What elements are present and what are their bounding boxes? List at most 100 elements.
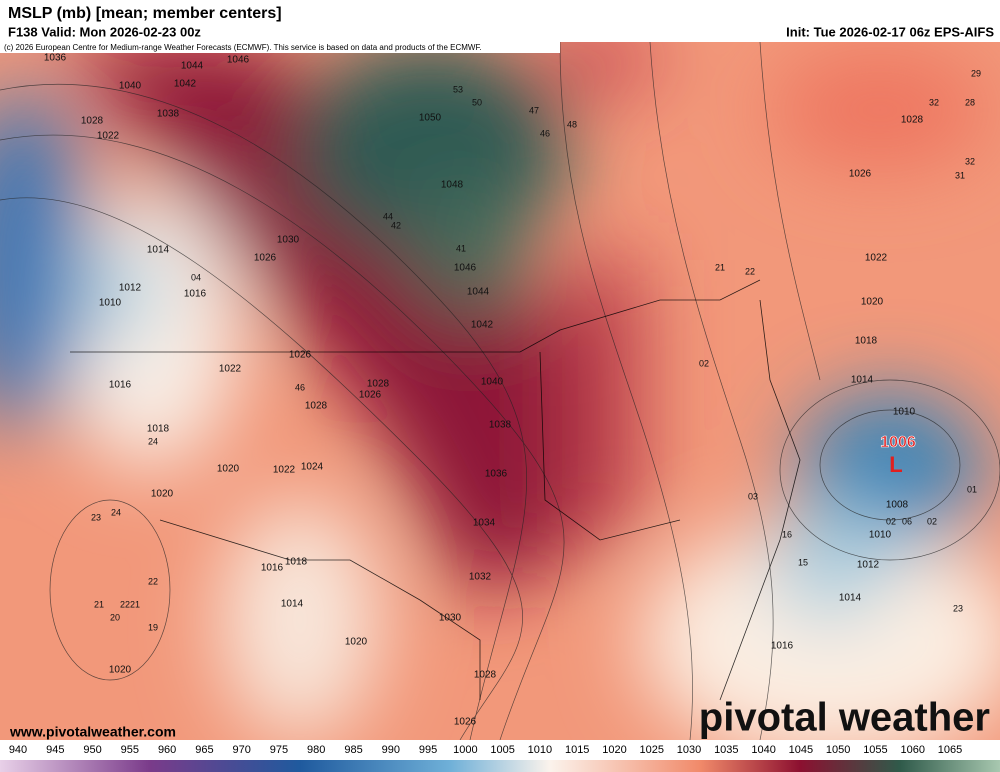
- isobar-label: 1008: [886, 500, 909, 511]
- colorbar-label: 985: [344, 744, 362, 756]
- member-center: 23: [91, 512, 101, 522]
- isobar-label: 1016: [184, 289, 207, 300]
- isobar-label: 1028: [81, 116, 104, 127]
- isobar-label: 1044: [467, 287, 490, 298]
- isobar-label: 1014: [281, 599, 304, 610]
- member-center: 21: [94, 599, 104, 609]
- colorbar-label: 1020: [602, 744, 626, 756]
- isobar-label: 1016: [771, 641, 794, 652]
- isobar-label: 1020: [109, 665, 132, 676]
- isobar-label: 1028: [305, 401, 328, 412]
- isobar-label: 1032: [469, 572, 492, 583]
- member-center: 48: [567, 119, 577, 129]
- isobar-label: 1046: [454, 263, 477, 274]
- colorbar-label: 1065: [938, 744, 962, 756]
- member-center: 42: [391, 220, 401, 230]
- member-center: 24: [111, 507, 121, 517]
- colorbar-label: 950: [83, 744, 101, 756]
- isobar-label: 1038: [157, 109, 180, 120]
- member-center: 47: [529, 105, 539, 115]
- low-value: 1006: [880, 434, 916, 451]
- isobar-label: 1034: [473, 518, 496, 529]
- colorbar-label: 990: [382, 744, 400, 756]
- isobar-label: 1040: [481, 377, 504, 388]
- isobar-label: 1012: [119, 283, 142, 294]
- colorbar: [0, 760, 1000, 772]
- isobar-label: 1046: [227, 55, 250, 66]
- member-center: 29: [971, 68, 981, 78]
- colorbar-label: 1010: [528, 744, 552, 756]
- colorbar-label: 1045: [789, 744, 813, 756]
- isobar-label: 1044: [181, 61, 204, 72]
- member-center: 16: [782, 529, 792, 539]
- member-center: 41: [456, 243, 466, 253]
- member-center: 50: [472, 97, 482, 107]
- member-center: 02: [886, 516, 896, 526]
- isobar-label: 1020: [861, 297, 884, 308]
- isobar-label: 1010: [99, 298, 122, 309]
- title: MSLP (mb) [mean; member centers]: [8, 5, 282, 22]
- member-center: 46: [540, 128, 550, 138]
- isobar-label: 1050: [419, 113, 442, 124]
- isobar-label: 1014: [147, 245, 170, 256]
- isobar-label: 1010: [893, 407, 916, 418]
- colorbar-label: 970: [233, 744, 251, 756]
- colorbar-label: 955: [121, 744, 139, 756]
- colorbar-label: 940: [9, 744, 27, 756]
- isobar-label: 1010: [869, 530, 892, 541]
- copyright: (c) 2026 European Centre for Medium-rang…: [4, 43, 482, 52]
- isobar-label: 1014: [839, 593, 862, 604]
- member-center: 22: [745, 266, 755, 276]
- colorbar-label: 1035: [714, 744, 738, 756]
- colorbar-label: 1040: [751, 744, 775, 756]
- isobar-label: 1026: [454, 717, 477, 728]
- colorbar-label: 965: [195, 744, 213, 756]
- isobar-label: 1040: [119, 81, 142, 92]
- isobar-label: 1038: [489, 420, 512, 431]
- member-center: 24: [148, 436, 158, 446]
- isobar-label: 1026: [254, 253, 277, 264]
- colorbar-label: 1005: [490, 744, 514, 756]
- member-center: 15: [798, 557, 808, 567]
- member-center: 28: [965, 97, 975, 107]
- low-symbol: L: [889, 452, 902, 477]
- member-center: 04: [191, 272, 201, 282]
- member-center: 2221: [120, 599, 140, 609]
- colorbar-label: 1025: [640, 744, 664, 756]
- member-center: 32: [929, 97, 939, 107]
- member-center: 31: [955, 170, 965, 180]
- isobar-label: 1012: [857, 560, 880, 571]
- colorbar-label: 1030: [677, 744, 701, 756]
- member-center: 01: [967, 484, 977, 494]
- boundaries: [70, 279, 801, 701]
- isobar-label: 1020: [217, 464, 240, 475]
- colorbar-label: 995: [419, 744, 437, 756]
- isobar-label: 1024: [301, 462, 324, 473]
- isobar-label: 1030: [277, 235, 300, 246]
- colorbar-label: 980: [307, 744, 325, 756]
- brand: pivotal weather: [699, 696, 990, 740]
- isobar-label: 1026: [359, 390, 382, 401]
- isobar-label: 1026: [289, 350, 312, 361]
- member-center: 22: [148, 576, 158, 586]
- isobar-label: 1016: [261, 563, 284, 574]
- member-center: 03: [748, 491, 758, 501]
- isobar-label: 1016: [109, 380, 132, 391]
- valid-time: F138 Valid: Mon 2026-02-23 00z: [8, 24, 201, 39]
- member-center: 53: [453, 84, 463, 94]
- member-center: 46: [295, 382, 305, 392]
- isobar-label: 1018: [147, 424, 170, 435]
- colorbar-label: 1060: [900, 744, 924, 756]
- isobar-label: 1018: [285, 557, 308, 568]
- isobar-label: 1030: [439, 613, 462, 624]
- isobar-label: 1036: [44, 53, 67, 64]
- colorbar-label: 960: [158, 744, 176, 756]
- isobar-label: 1036: [485, 469, 508, 480]
- isobar-label: 1048: [441, 180, 464, 191]
- member-center: 21: [715, 262, 725, 272]
- colorbar-label: 1015: [565, 744, 589, 756]
- isobars: [0, 42, 1000, 740]
- member-center: 32: [965, 156, 975, 166]
